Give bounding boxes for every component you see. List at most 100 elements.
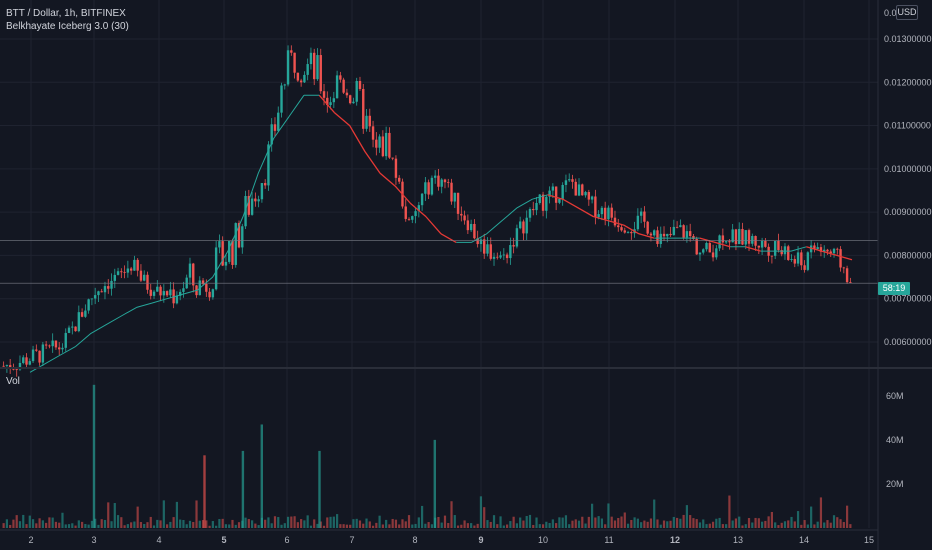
candle-body [152, 291, 156, 296]
candle-body [244, 196, 247, 227]
volume-bar [813, 524, 816, 528]
volume-bar [18, 521, 22, 528]
volume-bar [329, 516, 332, 528]
candle-body [391, 157, 394, 159]
volume-bar [349, 524, 352, 528]
volume-bar [532, 524, 535, 528]
currency-badge[interactable]: USD [896, 5, 918, 20]
candle-body [18, 362, 22, 370]
volume-bar [133, 521, 136, 528]
indicator-title[interactable]: Belkhayate Iceberg 3.0 (30) [6, 21, 129, 32]
candle-body [653, 230, 656, 236]
candle-body [541, 194, 545, 211]
candle-body [388, 132, 391, 158]
candle-body [5, 365, 9, 367]
candle-body [417, 205, 421, 212]
candle-body [342, 79, 345, 93]
candle-body [332, 98, 336, 103]
candle-body [584, 192, 587, 196]
volume-bar [84, 523, 87, 528]
volume-bar [721, 524, 724, 528]
volume-bar [829, 522, 832, 528]
candle-body [178, 291, 182, 296]
candle-body [819, 247, 823, 252]
price-axis[interactable]: 0.01300000 0.01200000 0.01100000 0.01000000… [884, 8, 932, 347]
volume-bar [620, 516, 623, 528]
volume-bar [564, 515, 568, 528]
candle-body [705, 243, 708, 250]
candle-body [597, 214, 600, 218]
candle-body [51, 340, 54, 347]
volume-bar [796, 511, 800, 528]
volume-bar [823, 522, 826, 528]
volume-bar [689, 515, 692, 528]
candle-body [532, 209, 535, 211]
candle-body [744, 230, 747, 245]
volume-bar [9, 524, 12, 528]
volume-bar [332, 516, 335, 528]
volume-bar [71, 523, 74, 528]
volume-bar [682, 514, 685, 528]
volume-bar [636, 518, 639, 528]
candle-body [639, 211, 643, 216]
volume-bar [545, 521, 548, 528]
candle-body [306, 64, 309, 75]
volume-bar [218, 519, 221, 528]
volume-bar [31, 519, 35, 528]
volume-bar [67, 524, 71, 528]
candle-body [456, 192, 460, 214]
volume-bar [38, 518, 41, 528]
candle-body [427, 182, 430, 195]
volume-tick-label: 60M [886, 391, 904, 401]
candle-body [702, 249, 705, 253]
volume-bar [120, 517, 123, 528]
volume-bar [316, 523, 319, 528]
volume-bar [378, 515, 381, 528]
candle-body [577, 184, 581, 196]
volume-spike-bar [241, 450, 245, 528]
candle-body [192, 263, 195, 286]
volume-bar [826, 520, 829, 528]
volume-pane-label[interactable]: Vol [6, 376, 20, 387]
volume-tick-label: 20M [886, 479, 904, 489]
volume-spike-bar [203, 455, 206, 528]
candle-body [159, 286, 162, 296]
volume-bar [152, 525, 156, 528]
volume-bar [313, 519, 316, 528]
candle-body [535, 202, 538, 211]
time-axis[interactable]: 2 3 4 5 6 7 8 9 10 11 12 13 14 15 [28, 535, 874, 545]
symbol-title[interactable]: BTT / Dollar, 1h, BITFINEX [6, 8, 126, 19]
volume-bar [192, 522, 195, 528]
time-tick-label: 3 [91, 535, 96, 545]
volume-bar [185, 524, 188, 528]
candle-body [450, 182, 453, 202]
volume-bar [558, 517, 561, 528]
volume-bar [705, 524, 708, 528]
candle-body [773, 240, 777, 256]
volume-bar [725, 524, 728, 528]
candle-body [139, 270, 143, 281]
candle-body [711, 252, 715, 258]
candle-body [277, 112, 280, 131]
candle-body [218, 241, 221, 248]
volume-bar [237, 522, 241, 528]
volume-bar [738, 516, 741, 528]
volume-bar [345, 524, 349, 528]
candle-body [241, 226, 244, 248]
candle-body [28, 361, 31, 365]
time-tick-label: 12 [670, 535, 680, 545]
candle-body [715, 248, 718, 258]
volume-bar [430, 524, 434, 528]
candle-body [738, 228, 741, 245]
volume-bar [146, 522, 149, 528]
candle-body [67, 327, 71, 333]
candle-body [764, 240, 767, 247]
time-tick-label: 4 [156, 535, 161, 545]
candle-body [796, 252, 800, 264]
candle-body [93, 295, 97, 299]
candle-body [64, 332, 67, 348]
volume-bar [398, 524, 401, 528]
candle-body [839, 249, 842, 268]
candle-body [836, 248, 839, 250]
